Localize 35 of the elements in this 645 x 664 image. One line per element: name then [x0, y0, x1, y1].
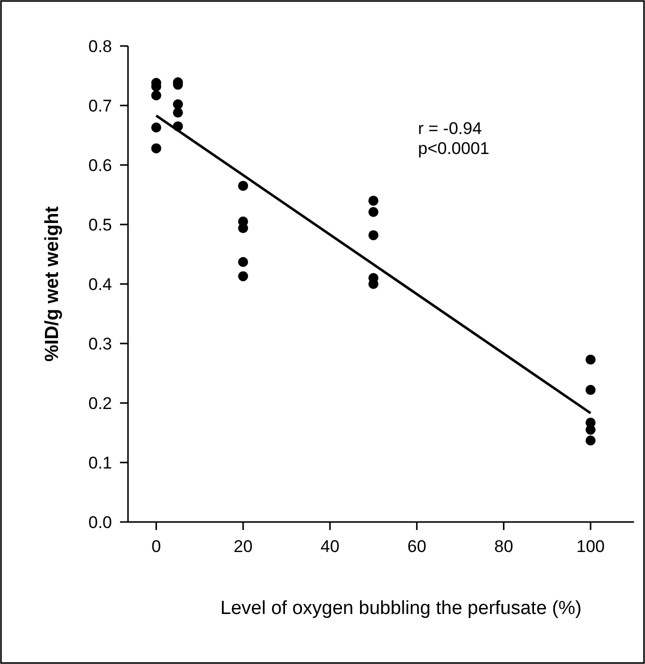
point	[151, 122, 162, 133]
point	[151, 143, 162, 154]
point	[238, 256, 248, 267]
x-axis-title: Level of oxygen bubbling the perfusate (%)	[220, 598, 582, 619]
y-tick-label: 0.7	[88, 96, 112, 116]
y-tick-label: 0.4	[88, 274, 112, 294]
y-tick-label: 0.5	[88, 215, 112, 234]
point	[586, 354, 596, 365]
y-tick-label: 0.1	[88, 453, 112, 472]
y-tick-label: 0.8	[88, 36, 112, 56]
point	[368, 230, 378, 240]
point	[172, 99, 183, 110]
x-tick-label: 100	[576, 537, 605, 556]
point	[238, 271, 248, 282]
point	[151, 90, 162, 100]
point	[238, 223, 248, 234]
x-tick-label: 0	[151, 537, 161, 556]
x-tick-label: 20	[234, 537, 253, 556]
x-tick-label: 80	[494, 537, 514, 556]
x-tick-label: 40	[320, 537, 340, 556]
y-tick-label: 0.0	[88, 512, 112, 532]
annotation: r = -0.94	[418, 119, 482, 138]
annotation: p<0.0001	[418, 139, 490, 158]
point	[586, 424, 596, 435]
point	[586, 435, 596, 446]
x-tick-label: 60	[407, 537, 426, 556]
point	[586, 384, 596, 395]
point	[368, 207, 378, 218]
point	[368, 196, 378, 206]
point	[172, 108, 183, 118]
y-tick-label: 0.6	[88, 156, 112, 175]
y-tick-label: 0.3	[88, 334, 112, 354]
y-axis-title: %ID/g wet weight	[42, 206, 63, 362]
point	[238, 180, 248, 191]
y-tick-label: 0.2	[88, 394, 112, 413]
